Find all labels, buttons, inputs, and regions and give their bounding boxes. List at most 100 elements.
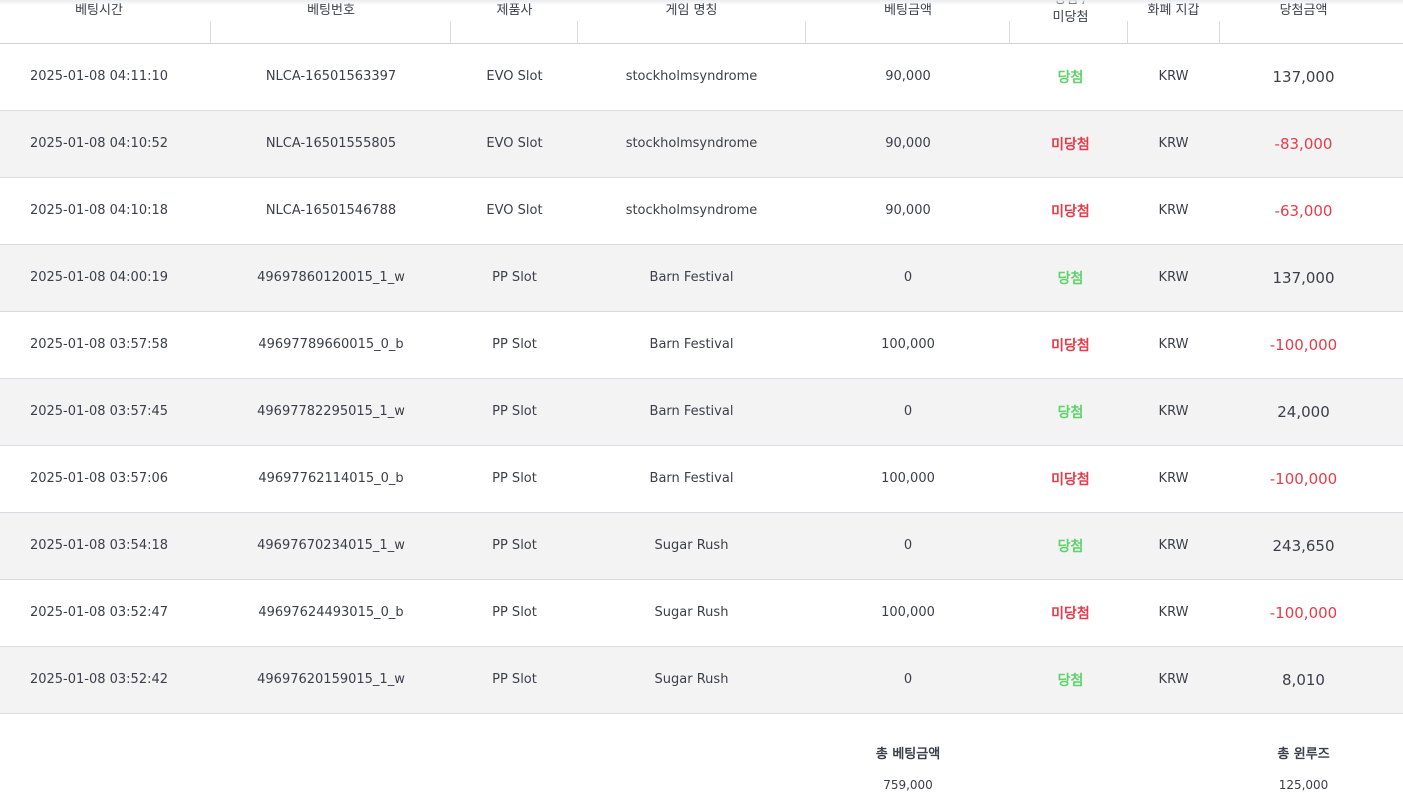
column-header-label: 베팅금액 bbox=[884, 3, 932, 18]
cell-game-name: stockholmsyndrome bbox=[565, 110, 818, 178]
column-header-label: 베팅시간 bbox=[75, 3, 123, 18]
cell-win-amount: -100,000 bbox=[1204, 579, 1403, 647]
cell-provider: PP Slot bbox=[464, 512, 565, 580]
table-row[interactable]: 2025-01-08 04:10:52 NLCA-16501555805 EVO S… bbox=[0, 110, 1403, 178]
cell-result: 당첨 bbox=[998, 244, 1143, 312]
table-body: 2025-01-08 04:11:10 NLCA-16501563397 EVO S… bbox=[0, 43, 1403, 714]
summary-label-row: 총 베팅금액 총 윈루즈 bbox=[0, 713, 1403, 770]
cell-result: 미당첨 bbox=[998, 110, 1143, 178]
cell-bet-amount: 0 bbox=[818, 512, 998, 580]
column-header-label: 게임 명칭 bbox=[665, 3, 718, 18]
cell-result: 미당첨 bbox=[998, 579, 1143, 647]
cell-currency: KRW bbox=[1143, 311, 1204, 379]
cell-game-name: Barn Festival bbox=[565, 244, 818, 312]
cell-provider: PP Slot bbox=[464, 646, 565, 714]
cell-bet-time: 2025-01-08 04:00:19 bbox=[0, 244, 198, 312]
header-divider bbox=[1009, 21, 1010, 43]
cell-bet-id: 49697789660015_0_b bbox=[198, 311, 464, 379]
cell-bet-id: 49697620159015_1_w bbox=[198, 646, 464, 714]
cell-win-amount: -100,000 bbox=[1204, 445, 1403, 513]
cell-win-amount: -63,000 bbox=[1204, 177, 1403, 245]
table-row[interactable]: 2025-01-08 03:57:58 49697789660015_0_b PP … bbox=[0, 311, 1403, 379]
cell-bet-amount: 0 bbox=[818, 244, 998, 312]
column-header-bet-id[interactable]: 베팅번호 bbox=[198, 0, 464, 44]
cell-game-name: stockholmsyndrome bbox=[565, 177, 818, 245]
table-row[interactable]: 2025-01-08 03:57:45 49697782295015_1_w PP … bbox=[0, 378, 1403, 446]
column-header-game-name[interactable]: 게임 명칭 bbox=[565, 0, 818, 44]
cell-game-name: Sugar Rush bbox=[565, 512, 818, 580]
table-row[interactable]: 2025-01-08 04:10:18 NLCA-16501546788 EVO S… bbox=[0, 177, 1403, 245]
cell-provider: PP Slot bbox=[464, 311, 565, 379]
total-bet-value: 759,000 bbox=[883, 778, 933, 792]
cell-win-amount: -83,000 bbox=[1204, 110, 1403, 178]
cell-game-name: Barn Festival bbox=[565, 445, 818, 513]
column-header-provider[interactable]: 제품사 bbox=[464, 0, 565, 44]
column-header-label: 당첨금액 bbox=[1279, 3, 1328, 18]
header-divider bbox=[1127, 21, 1128, 43]
cell-currency: KRW bbox=[1143, 512, 1204, 580]
table-row[interactable]: 2025-01-08 03:57:06 49697762114015_0_b PP … bbox=[0, 445, 1403, 513]
table-row[interactable]: 2025-01-08 03:52:47 49697624493015_0_b PP … bbox=[0, 579, 1403, 647]
column-header-label: 제품사 bbox=[496, 3, 533, 18]
column-header-label: 베팅번호 bbox=[307, 3, 355, 18]
total-winloss-value: 125,000 bbox=[1278, 778, 1329, 792]
cell-bet-id: NLCA-16501563397 bbox=[198, 43, 464, 111]
cell-game-name: Barn Festival bbox=[565, 311, 818, 379]
cell-currency: KRW bbox=[1143, 579, 1204, 647]
cell-result: 당첨 bbox=[998, 43, 1143, 111]
cell-provider: PP Slot bbox=[464, 579, 565, 647]
cell-game-name: Barn Festival bbox=[565, 378, 818, 446]
cell-provider: PP Slot bbox=[464, 244, 565, 312]
cell-result: 미당첨 bbox=[998, 177, 1143, 245]
cell-bet-time: 2025-01-08 04:10:52 bbox=[0, 110, 198, 178]
table-row[interactable]: 2025-01-08 03:52:42 49697620159015_1_w PP … bbox=[0, 646, 1403, 714]
cell-provider: EVO Slot bbox=[464, 110, 565, 178]
cell-provider: PP Slot bbox=[464, 378, 565, 446]
column-header-bet-time[interactable]: 베팅시간 bbox=[0, 0, 198, 44]
cell-bet-time: 2025-01-08 03:52:47 bbox=[0, 579, 198, 647]
cell-result: 당첨 bbox=[998, 646, 1143, 714]
column-header-bet-amount[interactable]: 베팅금액 bbox=[818, 0, 998, 44]
column-header-currency-wallet[interactable]: 화폐 지갑 bbox=[1143, 0, 1204, 44]
cell-bet-time: 2025-01-08 03:57:58 bbox=[0, 311, 198, 379]
cell-currency: KRW bbox=[1143, 43, 1204, 111]
cell-win-amount: 137,000 bbox=[1204, 43, 1403, 111]
cell-bet-time: 2025-01-08 03:52:42 bbox=[0, 646, 198, 714]
column-header-result[interactable]: 당첨 / 미당첨 bbox=[998, 0, 1143, 44]
cell-result: 당첨 bbox=[998, 378, 1143, 446]
cell-win-amount: 243,650 bbox=[1204, 512, 1403, 580]
table-header-row: 베팅시간 베팅번호 제품사 게임 명칭 베팅금액 당첨 / 미당첨 bbox=[0, 0, 1403, 44]
cell-game-name: Sugar Rush bbox=[565, 646, 818, 714]
cell-currency: KRW bbox=[1143, 646, 1204, 714]
header-divider bbox=[805, 21, 806, 43]
cell-bet-id: 49697782295015_1_w bbox=[198, 378, 464, 446]
table-row[interactable]: 2025-01-08 03:54:18 49697670234015_1_w PP … bbox=[0, 512, 1403, 580]
cell-bet-time: 2025-01-08 04:11:10 bbox=[0, 43, 198, 111]
cell-bet-amount: 0 bbox=[818, 646, 998, 714]
cell-bet-amount: 100,000 bbox=[818, 445, 998, 513]
cell-game-name: stockholmsyndrome bbox=[565, 43, 818, 111]
table-summary: 총 베팅금액 총 윈루즈 759,000 125,000 bbox=[0, 713, 1403, 793]
column-header-win-amount[interactable]: 당첨금액 bbox=[1204, 0, 1403, 44]
total-winloss-label: 총 윈루즈 bbox=[1277, 747, 1330, 762]
cell-bet-id: NLCA-16501546788 bbox=[198, 177, 464, 245]
table-row[interactable]: 2025-01-08 04:00:19 49697860120015_1_w PP … bbox=[0, 244, 1403, 312]
cell-bet-id: 49697670234015_1_w bbox=[198, 512, 464, 580]
header-divider bbox=[1219, 21, 1220, 43]
cell-currency: KRW bbox=[1143, 244, 1204, 312]
summary-value-row: 759,000 125,000 bbox=[0, 770, 1403, 793]
header-divider bbox=[210, 21, 211, 43]
cell-bet-amount: 100,000 bbox=[818, 579, 998, 647]
cell-bet-time: 2025-01-08 03:57:06 bbox=[0, 445, 198, 513]
cell-provider: EVO Slot bbox=[464, 177, 565, 245]
cell-bet-amount: 90,000 bbox=[818, 43, 998, 111]
cell-result: 미당첨 bbox=[998, 445, 1143, 513]
column-header-label: 화폐 지갑 bbox=[1147, 3, 1200, 18]
table-row[interactable]: 2025-01-08 04:11:10 NLCA-16501563397 EVO S… bbox=[0, 43, 1403, 111]
cell-currency: KRW bbox=[1143, 445, 1204, 513]
total-bet-label: 총 베팅금액 bbox=[875, 747, 941, 762]
cell-win-amount: 8,010 bbox=[1204, 646, 1403, 714]
header-divider bbox=[577, 21, 578, 43]
